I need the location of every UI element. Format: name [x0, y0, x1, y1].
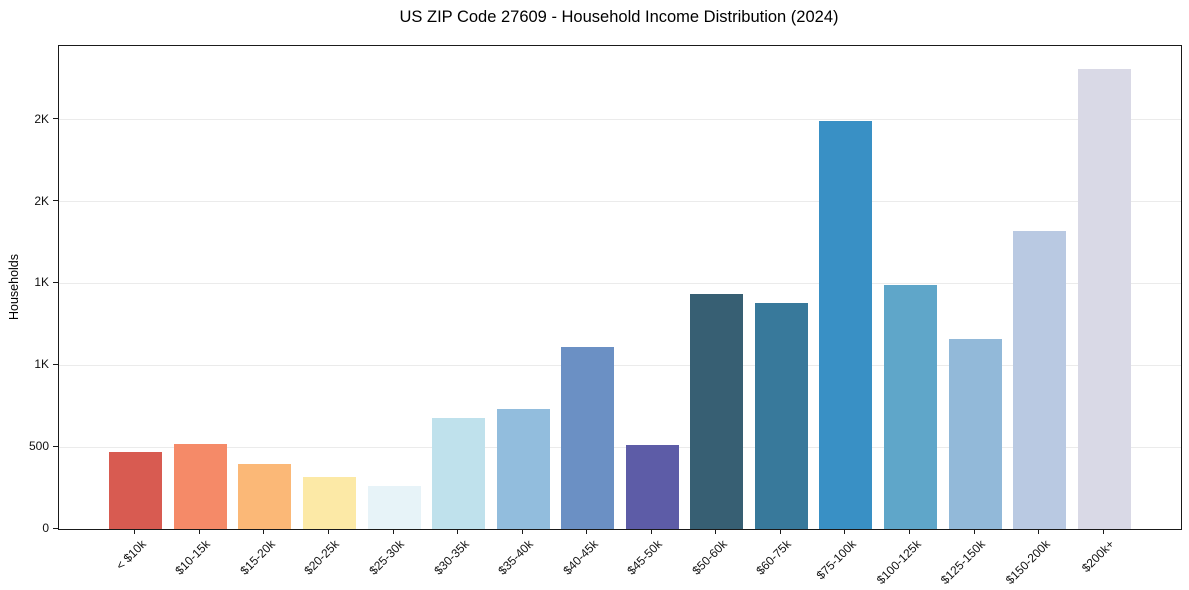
x-tick-mark: [973, 529, 975, 534]
y-tick-label: 1K: [34, 275, 49, 290]
bar: [754, 303, 808, 529]
x-tick-mark: [457, 529, 459, 534]
x-tick-mark: [134, 529, 136, 534]
bar: [948, 339, 1002, 529]
y-tick-label: 2K: [34, 193, 49, 208]
chart-title: US ZIP Code 27609 - Household Income Dis…: [399, 8, 839, 26]
y-tick-label: 0: [42, 521, 49, 535]
x-tick-mark: [263, 529, 265, 534]
gridline: [59, 201, 1181, 203]
bar: [303, 477, 356, 529]
y-tick-mark: [53, 527, 58, 529]
bar: [367, 486, 421, 529]
bar: [238, 463, 292, 529]
x-tick-mark: [521, 529, 523, 534]
gridline: [59, 364, 1181, 366]
bar: [496, 409, 550, 529]
y-tick-mark: [53, 363, 58, 365]
bar: [1013, 231, 1067, 529]
x-tick-mark: [1038, 529, 1040, 534]
bar: [109, 452, 163, 529]
bar: [690, 294, 744, 529]
x-tick-mark: [844, 529, 846, 534]
bar: [884, 285, 937, 529]
plot-area: [58, 45, 1182, 530]
x-tick-mark: [909, 529, 910, 534]
bar: [819, 121, 873, 529]
x-tick-mark: [586, 529, 588, 534]
bar: [561, 347, 615, 529]
y-tick-label: 500: [28, 439, 49, 454]
y-tick-mark: [53, 445, 58, 447]
gridline: [59, 119, 1181, 121]
bar: [432, 418, 486, 529]
y-tick-mark: [53, 281, 58, 283]
gridline: [59, 282, 1181, 284]
y-tick-mark: [53, 200, 58, 202]
x-tick-mark: [327, 529, 329, 534]
y-tick-mark: [53, 118, 58, 120]
x-tick-label: < $10k: [113, 537, 149, 573]
bar: [625, 444, 679, 529]
bar: [173, 443, 227, 529]
y-tick-label: 1K: [34, 357, 49, 372]
gridline: [59, 446, 1181, 448]
y-tick-label: 2K: [34, 111, 49, 126]
x-tick-mark: [715, 529, 717, 534]
bar: [1077, 68, 1131, 529]
x-tick-mark: [779, 529, 781, 534]
x-tick-mark: [1102, 529, 1104, 534]
x-tick-mark: [392, 529, 394, 534]
x-tick-mark: [650, 529, 652, 534]
x-tick-mark: [198, 529, 200, 534]
